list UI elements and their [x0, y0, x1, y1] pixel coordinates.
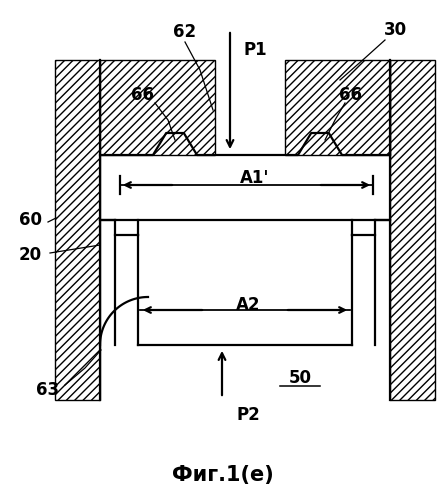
Bar: [390, 60, 435, 400]
Text: A2: A2: [236, 296, 260, 314]
Text: 30: 30: [384, 21, 407, 39]
Text: Фиг.1(e): Фиг.1(e): [172, 465, 274, 485]
Text: 66: 66: [339, 86, 362, 104]
Text: 50: 50: [289, 369, 311, 387]
Text: P2: P2: [236, 406, 260, 424]
Text: 62: 62: [173, 23, 197, 41]
Text: 63: 63: [37, 381, 60, 399]
Text: P1: P1: [243, 41, 267, 59]
Bar: [285, 60, 390, 155]
Text: 60: 60: [18, 211, 41, 229]
Text: 20: 20: [18, 246, 41, 264]
Text: A1': A1': [240, 169, 270, 187]
Bar: [100, 60, 215, 155]
Text: 66: 66: [132, 86, 154, 104]
Bar: [55, 60, 100, 400]
